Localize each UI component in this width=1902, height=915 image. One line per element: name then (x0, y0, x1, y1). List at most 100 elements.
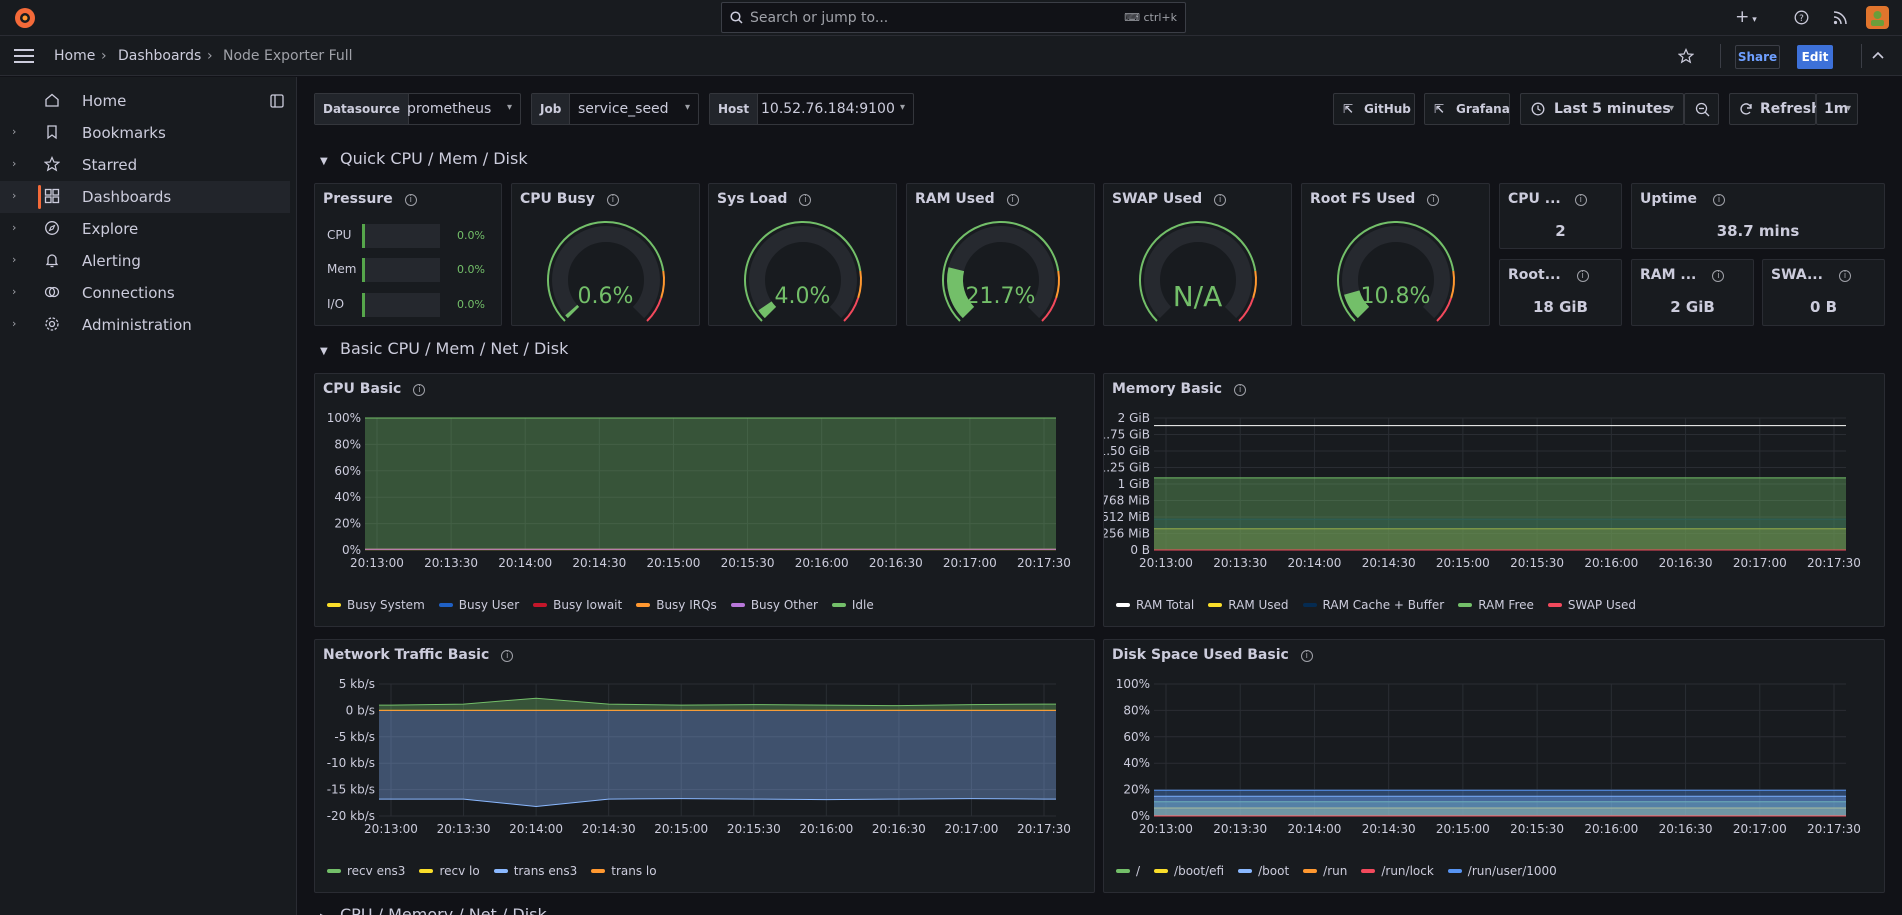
time-range-label: Last 5 minutes (1554, 101, 1671, 117)
info-icon[interactable]: i (606, 194, 619, 206)
help-icon[interactable]: ? (1794, 10, 1809, 25)
info-icon[interactable]: i (1214, 194, 1227, 206)
breadcrumb-home[interactable]: Home (54, 48, 96, 64)
info-icon[interactable]: i (1838, 270, 1851, 282)
grafana-logo-icon[interactable] (12, 5, 38, 31)
row-quick-cpu-mem-disk[interactable]: ▼ Quick CPU / Mem / Disk (320, 149, 528, 168)
legend-item[interactable]: RAM Cache + Buffer (1302, 598, 1444, 612)
zoom-out-icon (1695, 102, 1710, 117)
legend-item[interactable]: trans lo (591, 864, 657, 878)
panel-cpu-cores[interactable]: CPU ... i 2 (1499, 183, 1622, 249)
info-icon[interactable]: i (404, 194, 417, 206)
panel-swap-used[interactable]: SWAP Used i N/A (1103, 183, 1292, 326)
datasource-variable[interactable]: Datasource prometheus ▾ (314, 93, 521, 125)
panel-root-fs-used[interactable]: Root FS Used i 10.8% (1301, 183, 1490, 326)
legend-item[interactable]: Busy IRQs (636, 598, 717, 612)
chevron-right-icon[interactable]: › (12, 317, 17, 330)
cpu-basic-chart[interactable]: 0% 20% 40% 60% 80% 100% 20:13:00 20:13:30 20:14:… (315, 402, 1096, 612)
zoom-out-button[interactable] (1684, 93, 1719, 125)
grafana-link-button[interactable]: ⇱ Grafana (1424, 93, 1510, 125)
sidebar-item-bookmarks[interactable]: › Bookmarks (0, 117, 290, 149)
info-icon[interactable]: i (799, 194, 812, 206)
legend-item[interactable]: /boot (1238, 864, 1289, 878)
refresh-button[interactable]: Refresh (1729, 93, 1821, 125)
legend-item[interactable]: Busy Iowait (533, 598, 622, 612)
panel-ram-total[interactable]: RAM ... i 2 GiB (1631, 259, 1754, 326)
panel-disk-space-used-basic[interactable]: Disk Space Used Basic i 0% 20% 40% 60% 80% 100… (1103, 639, 1885, 893)
panel-sys-load[interactable]: Sys Load i 4.0% (708, 183, 897, 326)
sidebar-item-explore[interactable]: › Explore (0, 213, 290, 245)
legend-item[interactable]: SWAP Used (1547, 598, 1636, 612)
github-link-button[interactable]: ⇱ GitHub (1333, 93, 1415, 125)
panel-uptime[interactable]: Uptime i 38.7 mins (1631, 183, 1885, 249)
refresh-interval-picker[interactable]: 1m ▾ (1816, 93, 1858, 125)
time-range-picker[interactable]: Last 5 minutes ▾ (1520, 93, 1684, 125)
panel-network-traffic-basic[interactable]: Network Traffic Basic i -20 kb/s -15 kb/s -… (314, 639, 1095, 893)
legend-item[interactable]: Busy Other (730, 598, 818, 612)
legend-item[interactable]: RAM Used (1208, 598, 1289, 612)
sidebar-item-starred[interactable]: › Starred (0, 149, 290, 181)
sidebar-item-connections[interactable]: › Connections (0, 277, 290, 309)
chevron-right-icon[interactable]: › (12, 221, 17, 234)
panel-memory-basic[interactable]: Memory Basic i 0 B 256 MiB 512 MiB 768 MiB 1 … (1103, 373, 1885, 627)
chevron-right-icon[interactable]: › (12, 189, 17, 202)
panel-cpu-basic[interactable]: CPU Basic i 0% 20% 40% 60% 80% 100% 20:13:00 20:… (314, 373, 1095, 627)
x-tick-label: 20:14:00 (1287, 822, 1341, 836)
legend-item[interactable]: RAM Free (1458, 598, 1534, 612)
chevron-right-icon[interactable]: › (12, 253, 17, 266)
panel-cpu-busy[interactable]: CPU Busy i 0.6% (511, 183, 700, 326)
network-traffic-chart[interactable]: -20 kb/s -15 kb/s -10 kb/s -5 kb/s 0 b/s 5 kb… (315, 668, 1096, 878)
info-icon[interactable]: i (1234, 384, 1247, 396)
chevron-right-icon[interactable]: › (12, 285, 17, 298)
series-area (1154, 790, 1846, 816)
info-icon[interactable]: i (1574, 194, 1587, 206)
legend-item[interactable]: trans ens3 (493, 864, 577, 878)
sidebar-item-dashboards[interactable]: › Dashboards (0, 181, 290, 213)
row-cpu-memory-net-disk[interactable]: ▶ CPU / Memory / Net / Disk (320, 905, 547, 915)
info-icon[interactable]: i (501, 650, 514, 662)
info-icon[interactable]: i (1427, 194, 1440, 206)
edit-button[interactable]: Edit (1797, 45, 1833, 69)
panel-ram-used[interactable]: RAM Used i 21.7% (906, 183, 1095, 326)
chevron-up-icon[interactable] (1872, 50, 1884, 60)
new-menu-button[interactable]: + ▾ (1735, 7, 1757, 27)
info-icon[interactable]: i (1300, 650, 1313, 662)
row-basic-cpu-mem-net-disk[interactable]: ▼ Basic CPU / Mem / Net / Disk (320, 339, 568, 358)
dock-menu-icon[interactable] (270, 94, 284, 108)
sidebar-item-administration[interactable]: › Administration (0, 309, 290, 341)
user-avatar-icon[interactable] (1866, 6, 1889, 29)
search-input[interactable]: Search or jump to... ⌨ ctrl+k (721, 2, 1186, 33)
legend-item[interactable]: Busy System (327, 598, 425, 612)
job-variable[interactable]: Job service_seed ▾ (531, 93, 699, 125)
star-favorite-icon[interactable] (1678, 48, 1694, 64)
info-icon[interactable]: i (413, 384, 426, 396)
legend-item[interactable]: recv ens3 (327, 864, 405, 878)
legend-item[interactable]: RAM Total (1116, 598, 1194, 612)
info-icon[interactable]: i (1576, 270, 1589, 282)
panel-swap-total[interactable]: SWA... i 0 B (1762, 259, 1885, 326)
info-icon[interactable]: i (1006, 194, 1019, 206)
panel-pressure[interactable]: Pressure i CPU 0.0% Mem 0.0% I/O 0.0% (314, 183, 502, 326)
legend-item[interactable]: /boot/efi (1154, 864, 1224, 878)
disk-space-chart[interactable]: 0% 20% 40% 60% 80% 100% 20:13:00 20:13:30 20:14:… (1104, 668, 1886, 878)
sidebar-item-alerting[interactable]: › Alerting (0, 245, 290, 277)
info-icon[interactable]: i (1712, 194, 1725, 206)
chevron-right-icon[interactable]: › (12, 157, 17, 170)
menu-hamburger-icon[interactable] (14, 49, 34, 63)
legend-item[interactable]: recv lo (419, 864, 480, 878)
share-button[interactable]: Share (1735, 45, 1780, 69)
legend-item[interactable]: / (1116, 864, 1140, 878)
sidebar-item-home[interactable]: Home (0, 85, 290, 117)
legend-item[interactable]: Idle (831, 598, 874, 612)
info-icon[interactable]: i (1712, 270, 1725, 282)
panel-rootfs-total[interactable]: Root... i 18 GiB (1499, 259, 1622, 326)
chevron-right-icon[interactable]: › (12, 125, 17, 138)
legend-item[interactable]: Busy User (438, 598, 519, 612)
legend-item[interactable]: /run/lock (1361, 864, 1434, 878)
memory-basic-chart[interactable]: 0 B 256 MiB 512 MiB 768 MiB 1 GiB 1.25 GiB 1.5… (1104, 402, 1886, 612)
breadcrumb-dashboards[interactable]: Dashboards (118, 48, 202, 64)
legend-item[interactable]: /run (1303, 864, 1347, 878)
host-variable[interactable]: Host 10.52.76.184:9100 ▾ (709, 93, 914, 125)
legend-item[interactable]: /run/user/1000 (1447, 864, 1557, 878)
news-rss-icon[interactable] (1833, 10, 1848, 25)
